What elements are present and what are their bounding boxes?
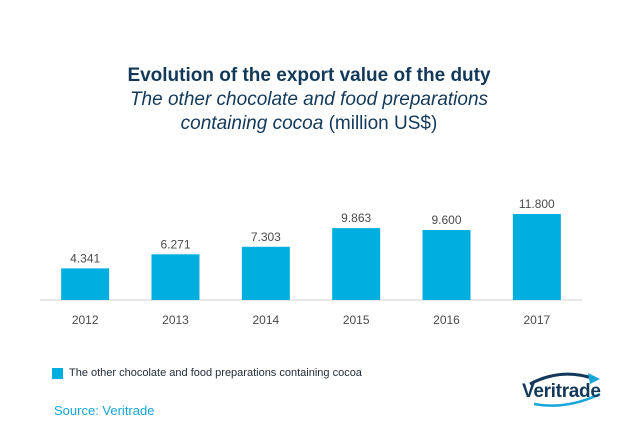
- chart-title-block: Evolution of the export value of the dut…: [0, 64, 618, 136]
- x-tick-label-2017: 2017: [523, 313, 550, 327]
- x-tick-label-2015: 2015: [343, 313, 370, 327]
- chart-subtitle-unit: (million US$): [328, 113, 438, 134]
- logo-swoosh-icon: [529, 372, 601, 407]
- veritrade-logo: Veritrade: [520, 370, 606, 410]
- bar-2017: [512, 214, 561, 300]
- source-note: Source: Veritrade: [54, 403, 155, 418]
- x-tick-label-2014: 2014: [252, 313, 279, 327]
- chart-subtitle-italic-1: The other chocolate and food preparation…: [129, 89, 489, 110]
- bar-2013: [151, 254, 200, 300]
- chart-subtitle-line-1: The other chocolate and food preparation…: [0, 88, 618, 112]
- logo-text: Veritrade: [522, 381, 601, 402]
- chart-title: Evolution of the export value of the dut…: [127, 65, 491, 86]
- data-label-2013: 6.271: [160, 237, 190, 251]
- chart-subtitle-italic-2: containing cocoa: [180, 113, 324, 134]
- legend-swatch: [52, 367, 63, 379]
- x-tick-label-2012: 2012: [72, 313, 99, 327]
- bar-2015: [332, 228, 381, 300]
- legend-label: The other chocolate and food preparation…: [69, 367, 362, 379]
- data-label-2016: 9.600: [431, 213, 461, 227]
- data-label-2017: 11.800: [519, 197, 555, 211]
- chart-legend: The other chocolate and food preparation…: [52, 367, 362, 379]
- data-label-2015: 9.863: [341, 211, 371, 225]
- data-label-2012: 4.341: [70, 251, 100, 265]
- chart-subtitle-line-2: containing cocoa (million US$): [0, 112, 618, 136]
- x-tick-label-2013: 2013: [162, 313, 189, 327]
- data-label-2014: 7.303: [251, 230, 281, 244]
- bar-2012: [61, 268, 110, 300]
- x-tick-label-2016: 2016: [433, 313, 460, 327]
- bar-2016: [422, 230, 471, 300]
- bar-2014: [241, 246, 290, 300]
